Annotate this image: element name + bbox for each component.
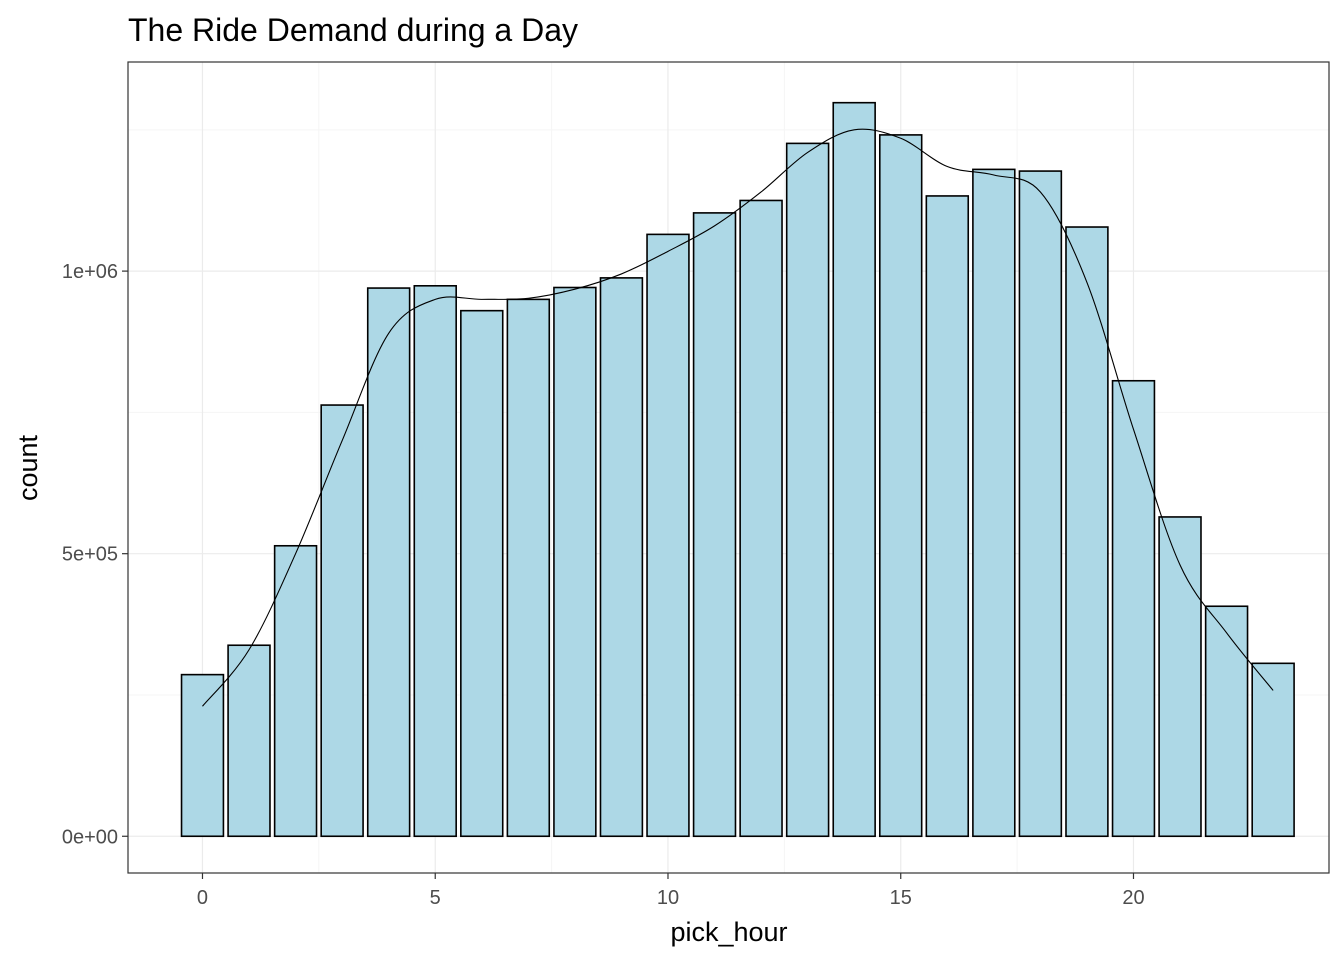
smooth-curve — [202, 128, 1274, 707]
bar-hour-23 — [1251, 662, 1295, 838]
y-axis-title: count — [13, 434, 43, 501]
bar-hour-6 — [460, 309, 504, 838]
x-axis: 0 5 10 15 20 — [197, 873, 1145, 909]
bar-hour-11 — [692, 212, 737, 838]
x-axis-title: pick_hour — [670, 917, 787, 947]
bar-hour-0 — [180, 673, 225, 838]
bar-hour-2 — [273, 544, 318, 838]
x-tick-label: 20 — [1122, 887, 1144, 909]
y-tick-label: 5e+05 — [62, 544, 118, 566]
bar-hour-18 — [1018, 170, 1063, 838]
bar-hour-15 — [878, 134, 923, 838]
panel-border — [127, 61, 1330, 874]
chart-title: The Ride Demand during a Day — [128, 12, 578, 48]
bar-hour-19 — [1065, 226, 1109, 838]
y-axis: 0e+00 5e+05 1e+06 — [62, 261, 128, 848]
bar-hour-5 — [413, 285, 457, 838]
x-tick-label: 5 — [430, 887, 441, 909]
x-tick-label: 0 — [197, 887, 208, 909]
bar-hour-9 — [599, 277, 644, 838]
bar-hour-16 — [925, 195, 970, 838]
bar-hour-8 — [553, 286, 597, 838]
bar-hour-3 — [320, 404, 364, 838]
bar-hour-13 — [785, 142, 830, 838]
bar-hour-4 — [366, 287, 411, 838]
bar-hour-1 — [227, 644, 271, 838]
y-tick-label: 1e+06 — [62, 261, 118, 283]
x-tick-label: 15 — [890, 887, 912, 909]
bar-hour-17 — [972, 168, 1016, 838]
bar-hour-14 — [832, 101, 876, 838]
x-tick-label: 10 — [657, 887, 679, 909]
bar-hour-10 — [646, 233, 690, 838]
bar-hour-7 — [506, 298, 551, 838]
smooth-line-path — [202, 128, 1274, 707]
bar-hour-20 — [1111, 379, 1156, 838]
bar-hour-12 — [739, 199, 783, 838]
bar-hour-21 — [1158, 516, 1202, 838]
y-tick-label: 0e+00 — [62, 826, 118, 848]
bars — [180, 101, 1295, 838]
bar-hour-22 — [1204, 605, 1249, 838]
